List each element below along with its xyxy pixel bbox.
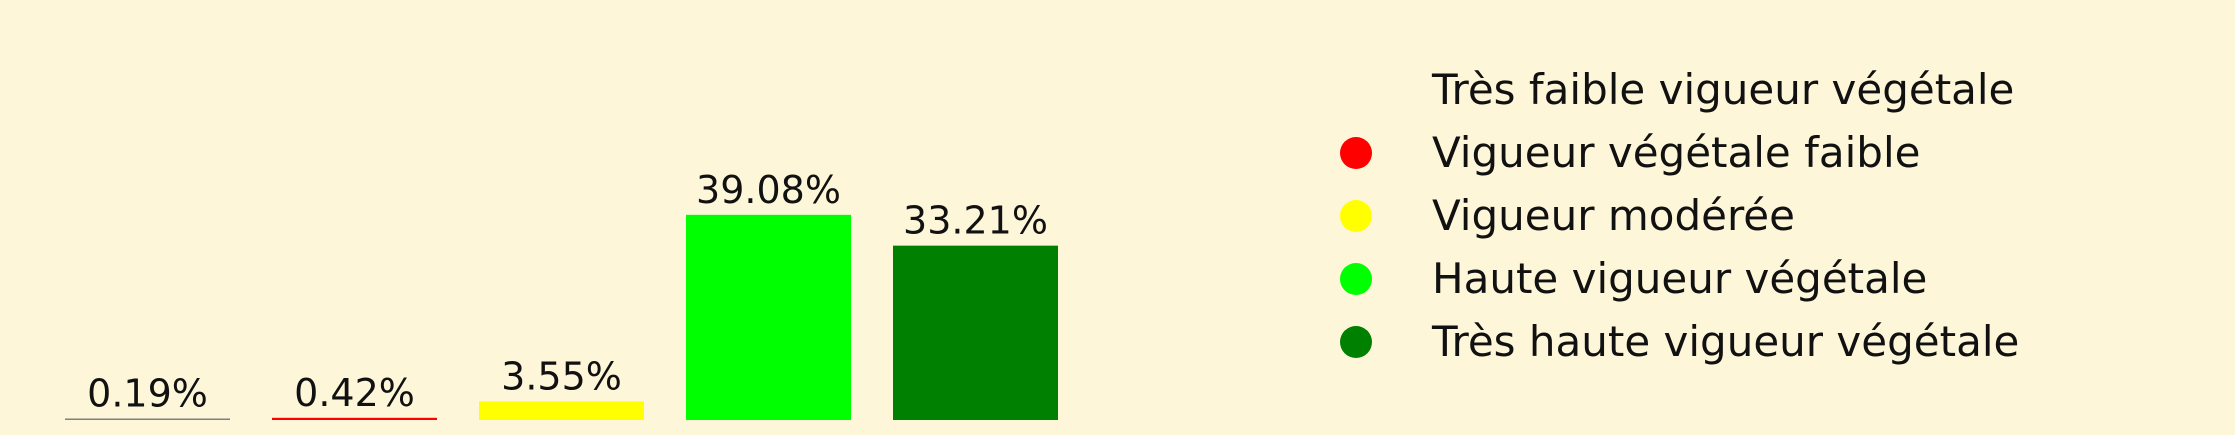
bar-value-label-4: 33.21% (903, 199, 1048, 243)
legend-item: Vigueur modérée (1340, 184, 2019, 247)
bar-0 (65, 418, 230, 420)
bar-1 (272, 417, 437, 420)
bar-3 (686, 214, 851, 420)
legend-item: Vigueur végétale faible (1340, 121, 2019, 184)
legend-marker-icon (1340, 136, 1372, 169)
legend-label: Très haute vigueur végétale (1432, 317, 2020, 366)
bar-value-label-3: 39.08% (696, 168, 841, 212)
bar-value-label-1: 0.42% (294, 371, 415, 415)
legend-marker-icon (1340, 325, 1372, 358)
bar-value-label-0: 0.19% (87, 372, 208, 416)
legend-label: Haute vigueur végétale (1432, 254, 1928, 303)
legend-item: Haute vigueur végétale (1340, 247, 2019, 310)
legend-item: Très haute vigueur végétale (1340, 310, 2019, 373)
legend-marker-icon (1340, 73, 1372, 106)
bar-chart: 0.19% 0.42% 3.55% 39.08% 33.21% (65, 168, 1058, 420)
bar-2 (479, 401, 644, 420)
legend-marker-icon (1340, 199, 1372, 232)
bar-value-label-2: 3.55% (501, 354, 622, 398)
legend-item: Très faible vigueur végétale (1340, 58, 2019, 121)
bar-4 (893, 245, 1058, 420)
legend: Très faible vigueur végétale Vigueur végé… (1340, 58, 2019, 373)
legend-marker-icon (1340, 262, 1372, 295)
legend-label: Vigueur végétale faible (1432, 128, 1921, 177)
legend-label: Très faible vigueur végétale (1432, 65, 2015, 114)
legend-label: Vigueur modérée (1432, 191, 1795, 240)
